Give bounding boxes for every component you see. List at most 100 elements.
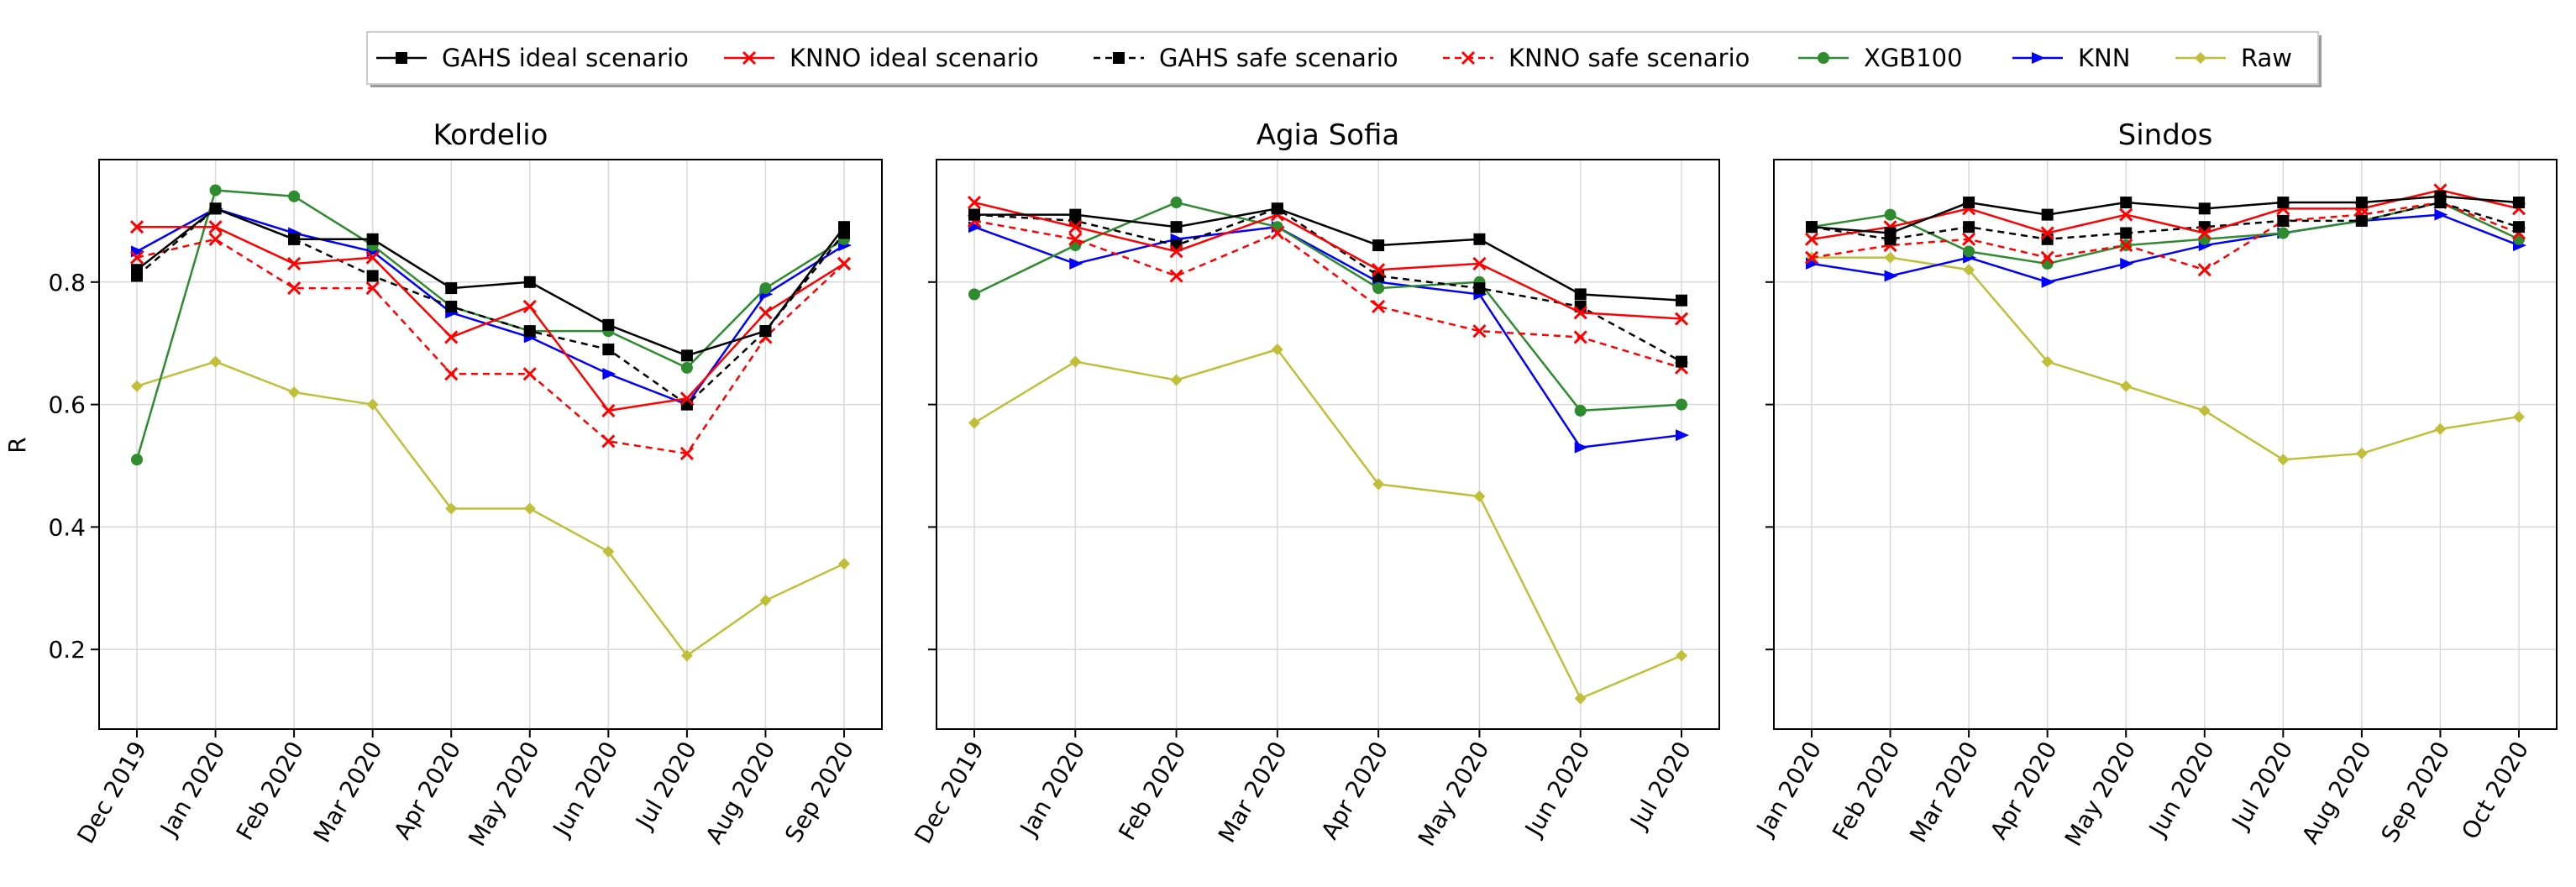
series-raw xyxy=(131,355,850,662)
series-raw xyxy=(1806,251,2525,466)
series-knno_ideal xyxy=(1804,183,2526,246)
data-point-knno_ideal xyxy=(967,195,982,210)
x-tick-label: Feb 2020 xyxy=(1113,737,1191,845)
x-tick-label: May 2020 xyxy=(2059,737,2142,851)
data-point-raw xyxy=(2041,355,2054,368)
data-point-knno_ideal xyxy=(2119,207,2133,222)
data-point-knno_ideal xyxy=(287,256,302,270)
data-point-gahs_safe xyxy=(1963,221,1975,234)
series-gahs_ideal xyxy=(131,202,850,362)
data-point-xgb100 xyxy=(968,288,980,301)
data-point-gahs_ideal xyxy=(445,282,458,295)
data-point-xgb100 xyxy=(288,190,301,202)
data-point-gahs_ideal xyxy=(2513,197,2525,209)
data-point-xgb100 xyxy=(680,361,693,374)
data-point-raw xyxy=(1884,251,1897,264)
series-line-xgb100 xyxy=(973,201,1682,412)
data-point-raw xyxy=(131,380,143,392)
data-point-gahs_ideal xyxy=(2198,202,2211,215)
data-point-gahs_safe xyxy=(2120,227,2133,239)
data-point-knno_safe xyxy=(208,232,223,246)
series-line-knn xyxy=(1811,213,2520,284)
data-point-gahs_ideal xyxy=(1271,202,1283,215)
data-point-knno_safe xyxy=(1962,232,1976,246)
data-point-gahs_ideal xyxy=(1806,221,1818,234)
series-knno_ideal xyxy=(967,195,1689,326)
data-point-knno_safe xyxy=(1068,232,1083,246)
x-tick-label: Jul 2020 xyxy=(2226,737,2299,835)
data-point-knno_safe xyxy=(679,446,694,460)
data-point-knno_ideal xyxy=(1472,256,1487,270)
series-knno_ideal xyxy=(129,220,852,417)
data-point-gahs_ideal xyxy=(209,202,222,215)
data-point-knn xyxy=(1884,270,1898,282)
series-line-knno_ideal xyxy=(973,201,1682,320)
x-tick-label: May 2020 xyxy=(463,737,545,851)
x-tick-label: Apr 2020 xyxy=(388,737,466,844)
data-point-gahs_ideal xyxy=(1069,208,1082,221)
legend-item-raw: Raw xyxy=(2175,44,2292,72)
data-point-raw xyxy=(680,649,693,662)
x-tick-label: Jun 2020 xyxy=(1519,737,1596,842)
series-line-raw xyxy=(1812,256,2520,461)
data-point-gahs_ideal xyxy=(2120,197,2133,209)
data-point-knno_ideal xyxy=(2197,226,2211,240)
data-point-knno_safe xyxy=(522,367,537,381)
data-point-gahs_ideal xyxy=(1170,221,1183,234)
x-tick-label: Mar 2020 xyxy=(1904,737,1984,848)
x-tick-label: Apr 2020 xyxy=(1315,737,1393,844)
legend-label-knn: KNN xyxy=(2078,44,2130,72)
x-tick-label: Sep 2020 xyxy=(2375,737,2455,848)
data-point-raw xyxy=(1963,264,1975,276)
data-point-knno_ideal xyxy=(129,220,144,234)
data-point-gahs_ideal xyxy=(1372,239,1385,252)
legend: GAHS ideal scenario KNNO ideal scenario GA… xyxy=(366,31,2322,87)
axes-frame xyxy=(98,159,883,730)
series-gahs_ideal xyxy=(968,202,1687,307)
series-gahs_safe xyxy=(131,202,850,411)
data-point-gahs_safe xyxy=(602,344,615,355)
x-tick-label: Feb 2020 xyxy=(231,737,309,845)
data-point-raw xyxy=(288,386,301,399)
x-tick-label: Jan 2020 xyxy=(1750,737,1827,842)
legend-item-gahs_ideal: GAHS ideal scenario xyxy=(376,44,689,72)
x-tick-label: Oct 2020 xyxy=(2456,737,2534,844)
data-point-gahs_ideal xyxy=(680,349,693,362)
data-point-xgb100 xyxy=(1676,398,1687,411)
x-tick-label: Jan 2020 xyxy=(1014,737,1090,842)
data-point-knno_safe xyxy=(287,281,302,296)
x-tick-label: Apr 2020 xyxy=(1985,737,2063,844)
data-point-knno_safe xyxy=(129,250,144,265)
data-point-knn xyxy=(1574,441,1588,454)
y-tick-label: 0.8 xyxy=(48,269,86,297)
series-line-knn xyxy=(136,207,845,407)
series-knn xyxy=(131,202,852,411)
data-point-knno_ideal xyxy=(1068,220,1083,234)
data-point-gahs_ideal xyxy=(968,208,980,221)
series-line-knno_ideal xyxy=(137,225,845,412)
data-point-raw xyxy=(602,545,615,558)
data-point-xgb100 xyxy=(2277,227,2290,239)
legend-item-gahs_safe: GAHS safe scenario xyxy=(1094,44,1398,72)
data-point-xgb100 xyxy=(1574,404,1587,417)
data-point-gahs_safe xyxy=(1372,270,1385,282)
x-tick-label: May 2020 xyxy=(1413,737,1495,851)
series-line-gahs_ideal xyxy=(136,207,845,357)
series-line-knn xyxy=(973,225,1682,449)
data-point-gahs_ideal xyxy=(131,264,143,276)
x-tick-label: Jul 2020 xyxy=(1624,737,1697,835)
data-point-gahs_safe xyxy=(680,398,693,411)
data-point-gahs_ideal xyxy=(523,276,536,288)
series-line-gahs_safe xyxy=(1811,201,2520,241)
data-point-knn xyxy=(2434,208,2448,221)
data-point-knno_ideal xyxy=(1573,306,1587,320)
panel-kordelio: Kordelio 0.2 0.4 0.6 0.8 Dec 2019 Jan 2020 Feb … xyxy=(48,118,883,851)
series-line-raw xyxy=(136,360,845,658)
data-point-xgb100 xyxy=(2513,233,2525,245)
series-line-gahs_ideal xyxy=(1811,195,2520,234)
series-line-gahs_safe xyxy=(136,207,845,407)
data-point-knno_safe xyxy=(1573,330,1587,344)
series-line-knno_safe xyxy=(973,219,1682,370)
data-point-xgb100 xyxy=(1963,245,1975,258)
